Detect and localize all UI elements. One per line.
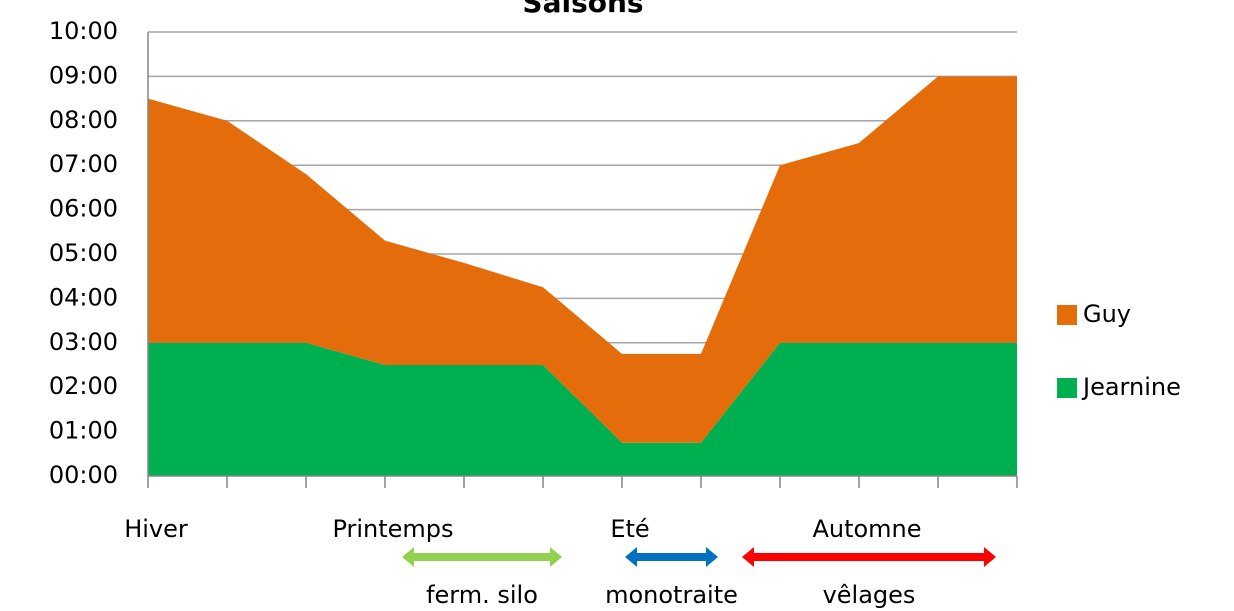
y-tick-label: 10:00 [49, 17, 118, 45]
x-tick-label: Eté [610, 515, 649, 543]
x-tick-label: Printemps [332, 515, 453, 543]
area [148, 76, 1017, 443]
legend-label: Jearnine [1081, 373, 1181, 401]
y-tick-label: 05:00 [49, 239, 118, 267]
legend-label: Guy [1083, 300, 1131, 328]
x-tick-label: Automne [812, 515, 921, 543]
y-tick-label: 08:00 [49, 106, 118, 134]
annotation-label: ferm. silo [426, 581, 538, 609]
y-tick-label: 01:00 [49, 417, 118, 445]
y-tick-label: 03:00 [49, 328, 118, 356]
y-tick-label: 02:00 [49, 372, 118, 400]
y-tick-label: 07:00 [49, 150, 118, 178]
arrow-head [402, 547, 414, 567]
y-tick-label: 06:00 [49, 195, 118, 223]
legend-swatch [1057, 378, 1077, 398]
annotation-label: monotraite [605, 581, 738, 609]
arrow-head [706, 547, 718, 567]
chart-title: Saisons [522, 0, 643, 19]
legend-swatch [1057, 305, 1077, 325]
y-tick-label: 00:00 [49, 461, 118, 489]
arrow-head [742, 547, 754, 567]
arrow-head [625, 547, 637, 567]
x-tick-label: Hiver [124, 515, 188, 543]
y-tick-label: 04:00 [49, 283, 118, 311]
arrow-head [984, 547, 996, 567]
arrow-head [550, 547, 562, 567]
area [148, 342, 1017, 476]
annotation-label: vêlages [823, 581, 916, 609]
y-tick-label: 09:00 [49, 61, 118, 89]
